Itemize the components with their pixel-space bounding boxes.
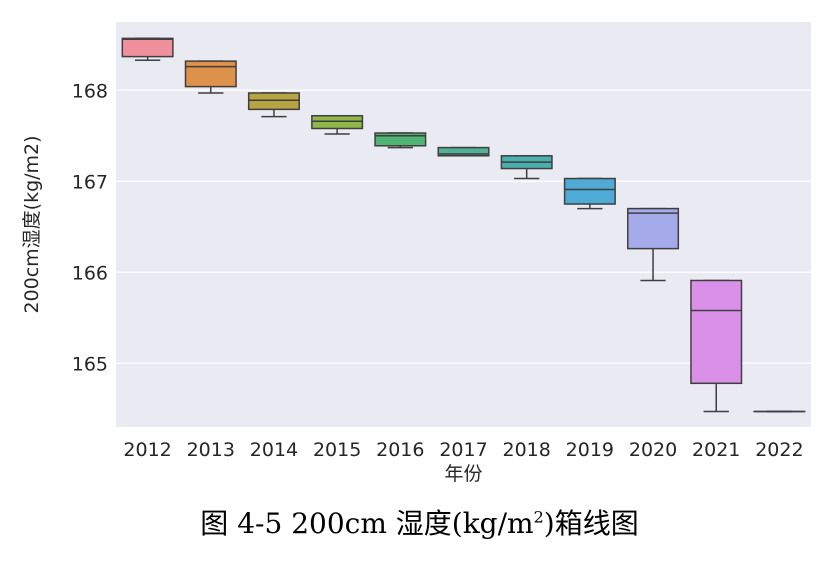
- x-tick-labels: 2012 2013 2014 2015 2016 2017 2018 2019 2020 2021…: [123, 439, 803, 461]
- x-tick-label: 2022: [755, 439, 803, 461]
- y-axis-label: 200cm湿度(kg/m2): [21, 135, 43, 313]
- box-iqr: [563, 177, 616, 205]
- y-tick-label: 167: [72, 171, 108, 193]
- box-iqr: [121, 37, 174, 58]
- box-2014: [247, 92, 300, 118]
- x-tick-label: 2013: [187, 439, 235, 461]
- figure-caption: 图 4-5 200cm 湿度(kg/m2)箱线图: [0, 502, 839, 542]
- box-2015: [311, 114, 364, 135]
- box-2021: [690, 279, 743, 413]
- box-iqr: [374, 132, 427, 147]
- box-iqr: [627, 207, 680, 250]
- box-2013: [184, 60, 237, 94]
- box-2017: [437, 146, 490, 157]
- box-iqr: [311, 114, 364, 130]
- x-tick-label: 2019: [566, 439, 614, 461]
- x-tick-label: 2021: [692, 439, 740, 461]
- y-tick-labels: 165 166 167 168: [72, 80, 108, 375]
- y-tick-label: 166: [72, 262, 108, 284]
- x-axis-label: 年份: [444, 463, 482, 485]
- box-iqr: [437, 146, 490, 157]
- box-2016: [374, 132, 427, 149]
- caption-prefix: 图 4-5 200cm 湿度(kg/m: [200, 507, 534, 540]
- x-tick-label: 2020: [629, 439, 677, 461]
- box-2019: [563, 177, 616, 210]
- y-tick-label: 168: [72, 80, 108, 102]
- x-tick-label: 2014: [250, 439, 298, 461]
- x-tick-label: 2012: [123, 439, 171, 461]
- box-iqr: [184, 60, 237, 88]
- x-tick-label: 2018: [503, 439, 551, 461]
- x-tick-label: 2017: [439, 439, 487, 461]
- box-2012: [121, 37, 174, 61]
- y-tick-label: 165: [72, 353, 108, 375]
- boxes: [121, 37, 806, 413]
- x-tick-label: 2016: [376, 439, 424, 461]
- caption-superscript: 2: [533, 507, 544, 527]
- box-iqr: [690, 279, 743, 385]
- caption-suffix: )箱线图: [543, 507, 639, 540]
- box-iqr: [247, 92, 300, 111]
- box-2018: [500, 155, 553, 180]
- box-2020: [627, 207, 680, 282]
- x-tick-label: 2015: [313, 439, 361, 461]
